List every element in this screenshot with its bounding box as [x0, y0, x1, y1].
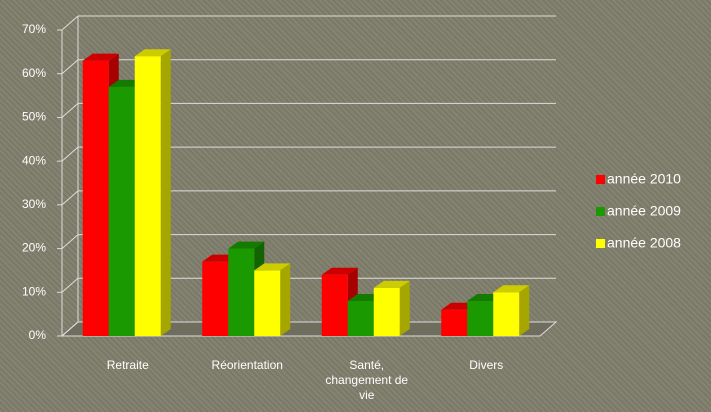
- y-tick-label: 30%: [22, 197, 46, 211]
- y-tick-label: 20%: [22, 241, 46, 255]
- bar-front: [373, 287, 400, 336]
- grid-line: [61, 234, 556, 249]
- bar-top: [321, 267, 358, 275]
- bar-front: [228, 248, 255, 336]
- legend-label: année 2009: [607, 203, 681, 219]
- bar-side: [160, 49, 171, 336]
- bar-front: [467, 301, 494, 336]
- bar-front: [82, 60, 109, 336]
- legend-swatch: [596, 175, 605, 184]
- bar-front: [202, 261, 229, 336]
- y-tick-label: 0%: [29, 328, 47, 342]
- grid-line: [61, 190, 556, 206]
- bar-front: [254, 270, 281, 336]
- grid-line: [61, 102, 556, 118]
- legend-swatch: [596, 239, 605, 248]
- bar: [373, 280, 410, 336]
- bar-front: [493, 292, 520, 336]
- bar-top: [228, 241, 265, 249]
- bar: [134, 49, 171, 336]
- bar-top: [134, 49, 171, 57]
- legend-label: année 2010: [607, 171, 681, 187]
- x-tick-label: Retraite: [106, 358, 149, 372]
- x-tick-label: Réorientation: [211, 358, 283, 372]
- bar-side: [280, 263, 291, 336]
- x-tick-label: Divers: [469, 358, 504, 372]
- x-tick-label: Santé, changement de vie: [325, 358, 409, 402]
- y-tick-label: 50%: [22, 110, 46, 124]
- bar-front: [347, 301, 374, 336]
- y-tick-label: 60%: [22, 66, 46, 80]
- bar-front: [134, 56, 161, 336]
- bar-top: [254, 263, 291, 271]
- bar-side: [519, 285, 530, 336]
- grid-line: [61, 146, 556, 162]
- bar-top: [82, 53, 119, 61]
- bar-top: [373, 280, 410, 288]
- grid-line: [61, 15, 556, 31]
- grid-line: [61, 277, 556, 293]
- bar-side: [399, 280, 410, 336]
- bar-top: [493, 285, 530, 293]
- bar-front: [108, 86, 135, 336]
- bar-front: [441, 309, 468, 336]
- legend-swatch: [596, 207, 605, 216]
- y-tick-label: 70%: [22, 22, 46, 36]
- y-tick-label: 40%: [22, 153, 46, 167]
- bar-front: [321, 274, 348, 336]
- bar: [493, 285, 530, 336]
- grid-line: [61, 59, 556, 75]
- y-tick-label: 10%: [22, 284, 46, 298]
- legend-label: année 2008: [607, 235, 681, 251]
- bar: [254, 263, 291, 336]
